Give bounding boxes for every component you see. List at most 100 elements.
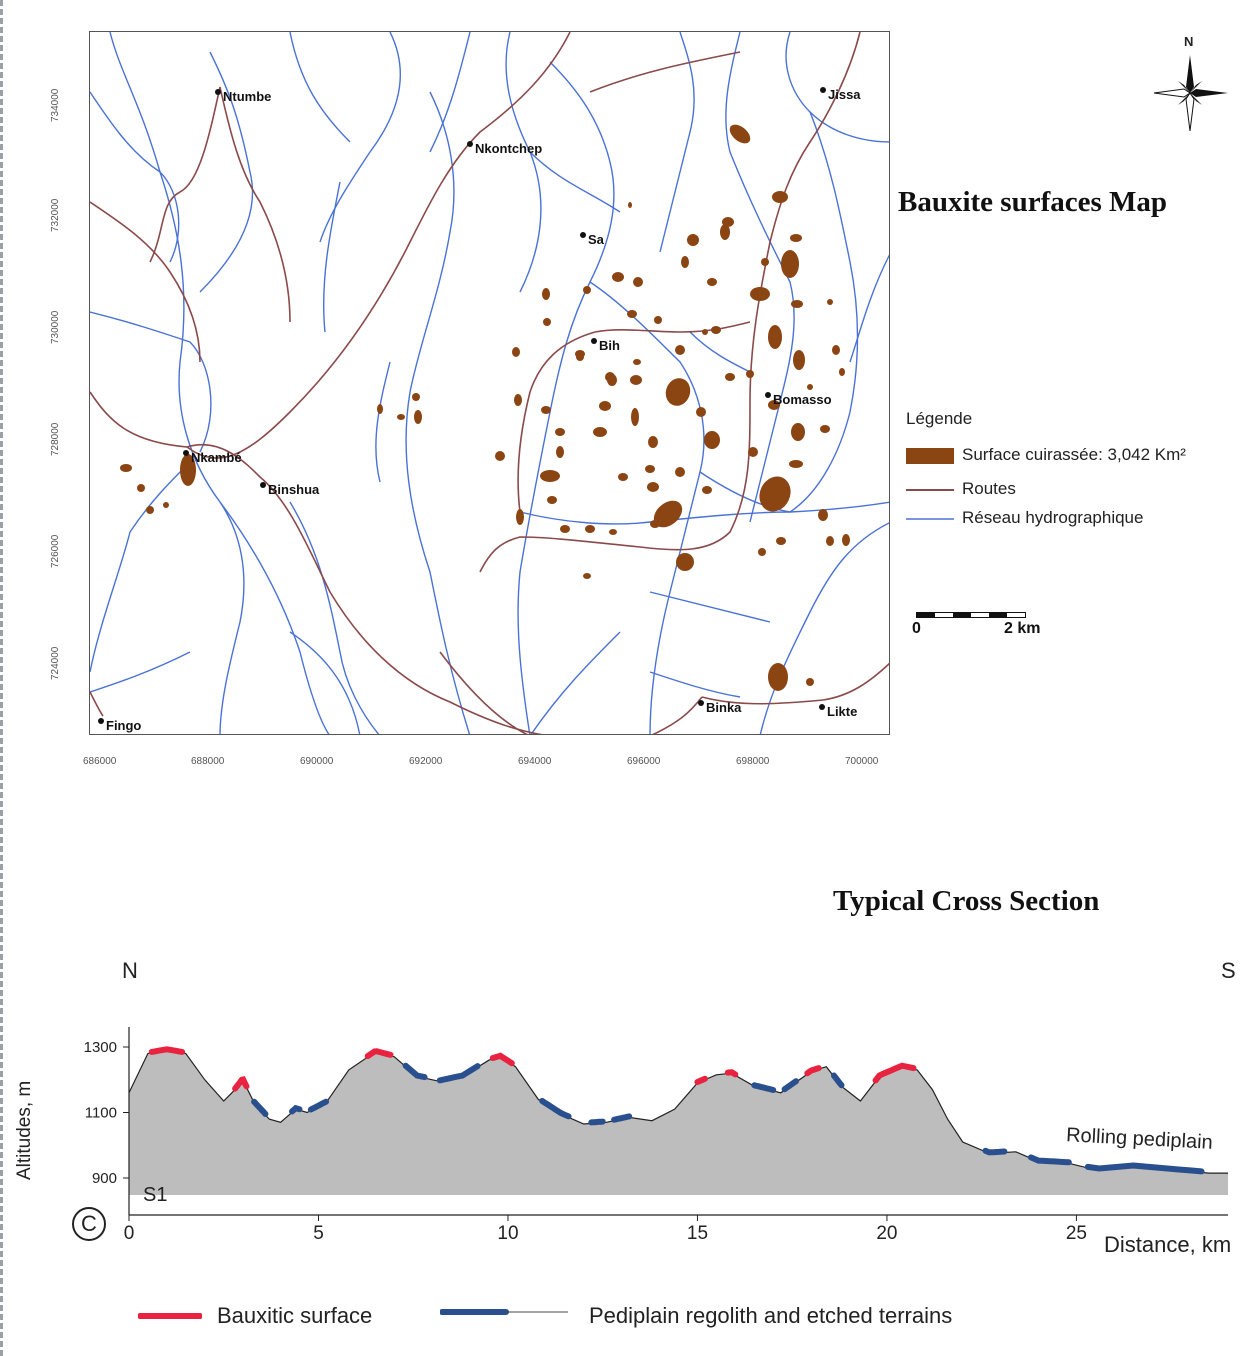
north-label: N <box>1184 34 1194 49</box>
legend-pediplain-regolith: Pediplain regolith and etched terrains <box>589 1303 953 1328</box>
x-tick-label: 692000 <box>409 756 443 767</box>
pediplain-regolith-segment <box>307 1098 330 1113</box>
place-fingo: Fingo <box>98 718 141 733</box>
pediplain-regolith-segment <box>1084 1162 1205 1175</box>
x-tick-label: 700000 <box>845 756 879 767</box>
place-likte: Likte <box>819 704 857 719</box>
bauxitic-surface-segment <box>489 1052 515 1067</box>
x-tick-label: 696000 <box>627 756 661 767</box>
pediplain-regolith-segment <box>588 1118 606 1126</box>
surface-layer <box>148 1046 1205 1175</box>
place-binka: Binka <box>698 700 741 715</box>
bauxitic-surface-segment <box>148 1046 186 1055</box>
x-tick-label: 690000 <box>300 756 334 767</box>
section-north-label: N <box>122 958 138 983</box>
pediplain-regolith-segment <box>402 1062 428 1081</box>
x-tick-label: 10 <box>497 1223 518 1244</box>
bauxitic-surface-segment <box>364 1048 394 1060</box>
place-marker-icon <box>215 89 221 95</box>
place-nkontchep: Nkontchep <box>467 141 542 156</box>
y-tick-label: 728000 <box>50 422 61 456</box>
y-tick-label: 1100 <box>85 1105 117 1122</box>
road-line-icon <box>906 488 954 491</box>
x-tick-label: 0 <box>124 1223 135 1244</box>
x-tick-label: 686000 <box>83 756 117 767</box>
terrain-area <box>129 1050 1228 1195</box>
bauxite-swatch-icon <box>906 447 954 464</box>
compass-rose-icon <box>1153 55 1228 132</box>
place-marker-icon <box>98 718 104 724</box>
pediplain-regolith-segment <box>611 1113 633 1123</box>
place-marker-icon <box>580 232 586 238</box>
legend-title: Légende <box>906 409 973 428</box>
place-sa: Sa <box>580 232 604 247</box>
place-marker-icon <box>819 704 825 710</box>
place-marker-icon <box>698 700 704 706</box>
y-tick-label: 1300 <box>84 1039 117 1056</box>
x-tick-label: 15 <box>687 1223 708 1244</box>
place-marker-icon <box>260 482 266 488</box>
bauxitic-surface-segment <box>872 1062 917 1084</box>
section-title: Typical Cross Section <box>833 885 1100 917</box>
x-axis-label: Distance, km <box>1104 1232 1232 1257</box>
place-marker-icon <box>183 450 189 456</box>
pediplain-regolith-segment <box>251 1098 269 1117</box>
y-tick-label: 724000 <box>50 646 61 680</box>
pediplain-regolith-segment <box>1027 1154 1072 1166</box>
axis-layer: 900 1100 1300 0 5 10 15 20 25 <box>84 1027 1228 1244</box>
pediplain-regolith-segment <box>289 1104 303 1115</box>
scale-start-label: 0 <box>912 620 921 637</box>
place-bomasso: Bomasso <box>765 392 832 407</box>
river-line-icon <box>906 517 954 520</box>
legend-item-routes: Routes <box>906 479 1016 499</box>
y-tick-label: 730000 <box>50 310 61 344</box>
y-axis-label: Altitudes, m <box>14 1080 35 1180</box>
bauxite-patches <box>120 124 850 691</box>
bauxitic-surface-segment <box>694 1075 708 1085</box>
legend-bauxitic-surface: Bauxitic surface <box>217 1303 373 1328</box>
place-binshua: Binshua <box>260 482 319 497</box>
cross-section-chart: 900 1100 1300 0 5 10 15 20 25 <box>84 1027 1228 1244</box>
bauxitic-surface-segment <box>804 1065 822 1077</box>
road-network <box>90 32 889 734</box>
panel-label-c: C <box>72 1207 106 1241</box>
map-title: Bauxite surfaces Map <box>898 186 1168 218</box>
x-tick-label: 688000 <box>191 756 225 767</box>
map-canvas <box>90 32 889 734</box>
section-south-label: S <box>1221 958 1236 983</box>
bauxitic-surface-segment <box>232 1076 250 1092</box>
y-tick-label: 900 <box>92 1170 117 1187</box>
x-tick-label: 698000 <box>736 756 770 767</box>
place-marker-icon <box>591 338 597 344</box>
scale-end-label: 2 km <box>1004 620 1041 637</box>
bauxite-map: Ntumbe Nkontchep Jissa Sa Bih Bomasso Nk… <box>89 31 890 735</box>
legend-item-rivers: Réseau hydrographique <box>906 508 1143 528</box>
pediplain-regolith-segment <box>539 1097 572 1120</box>
pediplain-regolith-segment <box>982 1147 1008 1156</box>
y-tick-label: 726000 <box>50 534 61 568</box>
profile-layer <box>128 1049 1228 1195</box>
place-jissa: Jissa <box>820 87 861 102</box>
profile-label: S1 <box>143 1184 168 1206</box>
place-ntumbe: Ntumbe <box>215 89 271 104</box>
scale-bar <box>916 612 1026 618</box>
bauxitic-surface-segment <box>724 1069 739 1078</box>
y-tick-label: 732000 <box>50 198 61 232</box>
pediplain-swatch-icon <box>440 1309 568 1315</box>
page-dashed-border <box>0 0 5 1356</box>
legend-item-bauxite: Surface cuirassée: 3,042 Km² <box>906 445 1186 465</box>
pediplain-regolith-segment <box>830 1072 845 1089</box>
place-marker-icon <box>765 392 771 398</box>
y-tick-label: 734000 <box>50 88 61 122</box>
pediplain-regolith-segment <box>781 1078 799 1093</box>
place-marker-icon <box>467 141 473 147</box>
river-network <box>90 32 889 734</box>
x-tick-label: 5 <box>313 1223 324 1244</box>
x-tick-label: 694000 <box>518 756 552 767</box>
pediplain-regolith-segment <box>436 1063 481 1084</box>
place-nkambe: Nkambé <box>183 450 242 465</box>
bauxitic-surface-swatch-icon <box>138 1313 202 1319</box>
pediplain-regolith-segment <box>751 1082 777 1093</box>
x-tick-label: 25 <box>1066 1223 1087 1244</box>
place-marker-icon <box>820 87 826 93</box>
